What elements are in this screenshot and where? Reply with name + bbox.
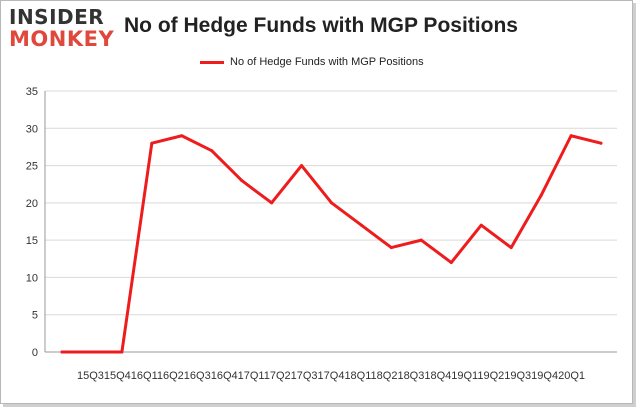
y-tick-label: 20 — [26, 198, 38, 210]
data-point — [419, 238, 423, 242]
legend-label: No of Hedge Funds with MGP Positions — [230, 56, 424, 68]
data-point — [479, 223, 483, 227]
axes — [44, 91, 617, 353]
data-point — [60, 350, 64, 354]
y-axis-ticks: 0 5 10 15 20 25 30 35 — [26, 86, 38, 359]
logo-line-2: MONKEY — [9, 27, 115, 51]
y-tick-label: 5 — [32, 310, 38, 322]
data-point — [270, 201, 274, 205]
y-tick-label: 30 — [26, 123, 38, 135]
data-point — [539, 193, 543, 197]
y-tick-label: 35 — [26, 86, 38, 98]
data-point — [359, 223, 363, 227]
y-tick-label: 15 — [26, 235, 38, 247]
data-point — [150, 141, 154, 145]
data-point — [210, 149, 214, 153]
y-tick-label: 10 — [26, 272, 38, 284]
data-point — [90, 350, 94, 354]
x-axis-tick-labels: 15Q315Q416Q116Q216Q316Q417Q117Q217Q317Q4… — [77, 370, 585, 382]
data-point — [599, 141, 603, 145]
data-point — [330, 201, 333, 205]
data-point — [569, 134, 573, 138]
data-point — [449, 261, 453, 265]
logo-line-1: INSIDER — [9, 5, 105, 29]
chart-legend: No of Hedge Funds with MGP Positions — [200, 56, 424, 68]
data-point — [120, 350, 124, 354]
y-tick-label: 0 — [32, 347, 38, 359]
series-line — [60, 134, 603, 354]
data-point — [240, 178, 244, 182]
data-point — [180, 134, 184, 138]
data-point — [509, 246, 513, 250]
legend-swatch — [200, 60, 224, 64]
series-layer — [60, 134, 603, 354]
insider-monkey-logo: INSIDER MONKEY — [9, 6, 114, 50]
data-point — [389, 246, 393, 250]
data-point — [300, 164, 304, 168]
chart-title: No of Hedge Funds with MGP Positions — [124, 14, 518, 37]
y-tick-label: 25 — [26, 161, 38, 173]
